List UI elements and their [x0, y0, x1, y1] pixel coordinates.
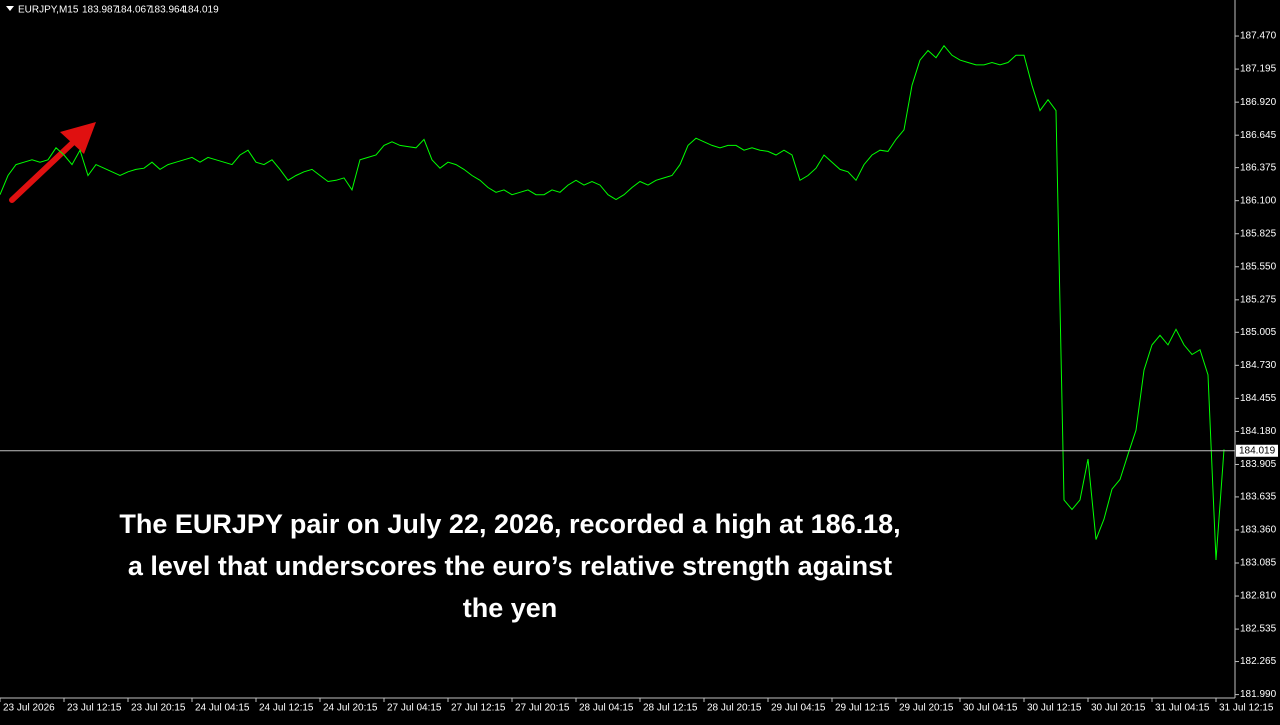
y-tick-label: 185.825	[1240, 228, 1277, 239]
x-tick-label: 27 Jul 20:15	[515, 703, 570, 714]
y-tick-label: 186.100	[1240, 195, 1277, 206]
x-tick-label: 29 Jul 04:15	[771, 703, 826, 714]
ohlc-value: 184.019	[183, 5, 220, 16]
arrow	[9, 122, 96, 203]
x-tick-label: 27 Jul 04:15	[387, 703, 442, 714]
ohlc-value: 183.964	[149, 5, 186, 16]
y-tick-label: 186.375	[1240, 162, 1277, 173]
y-tick-label: 184.730	[1240, 360, 1277, 371]
y-tick-label: 183.360	[1240, 525, 1277, 536]
ohlc-value: 183.987	[82, 5, 119, 16]
y-tick-label: 185.275	[1240, 294, 1277, 305]
x-tick-label: 31 Jul 12:15	[1219, 703, 1274, 714]
caption-line: the yen	[462, 593, 558, 623]
x-tick-label: 28 Jul 12:15	[643, 703, 698, 714]
ohlc-value: 184.067	[116, 5, 153, 16]
y-tick-label: 181.990	[1240, 689, 1277, 700]
menu-triangle[interactable]	[6, 6, 14, 11]
x-tick-label: 30 Jul 20:15	[1091, 703, 1146, 714]
y-tick-label: 187.195	[1240, 64, 1277, 75]
y-tick-label: 183.085	[1240, 558, 1277, 569]
caption-line: a level that underscores the euro’s rela…	[127, 551, 893, 581]
caption: The EURJPY pair on July 22, 2026, record…	[40, 503, 980, 629]
x-tick-label: 31 Jul 04:15	[1155, 703, 1210, 714]
y-tick-label: 183.635	[1240, 492, 1277, 503]
x-tick-label: 28 Jul 20:15	[707, 703, 762, 714]
x-tick-label: 23 Jul 12:15	[67, 703, 122, 714]
x-tick-label: 27 Jul 12:15	[451, 703, 506, 714]
x-tick-label: 29 Jul 20:15	[899, 703, 954, 714]
y-tick-label: 186.920	[1240, 97, 1277, 108]
y-tick-label: 182.535	[1240, 624, 1277, 635]
x-tick-label: 29 Jul 12:15	[835, 703, 890, 714]
x-tick-label: 23 Jul 2026	[3, 703, 55, 714]
y-tick-label: 182.810	[1240, 591, 1277, 602]
y-tick-label: 184.455	[1240, 393, 1277, 404]
x-tick-label: 24 Jul 12:15	[259, 703, 314, 714]
x-tick-label: 23 Jul 20:15	[131, 703, 186, 714]
x-tick-label: 28 Jul 04:15	[579, 703, 634, 714]
y-tick-label: 184.180	[1240, 426, 1277, 437]
price-line	[0, 44, 1225, 561]
y-tick-label: 186.645	[1240, 130, 1277, 141]
current-price-label: 184.019	[1239, 445, 1276, 456]
caption-line: The EURJPY pair on July 22, 2026, record…	[119, 509, 901, 539]
y-tick-label: 183.905	[1240, 459, 1277, 470]
x-tick-label: 30 Jul 12:15	[1027, 703, 1082, 714]
x-tick-label: 24 Jul 20:15	[323, 703, 378, 714]
y-tick-label: 187.470	[1240, 31, 1277, 42]
x-tick-label: 30 Jul 04:15	[963, 703, 1018, 714]
y-tick-label: 185.550	[1240, 261, 1277, 272]
x-tick-label: 24 Jul 04:15	[195, 703, 250, 714]
symbol: EURJPY,M15	[18, 5, 79, 16]
current-price-box	[1236, 444, 1278, 457]
y-tick-label: 185.005	[1240, 327, 1277, 338]
y-tick-label: 182.265	[1240, 656, 1277, 667]
